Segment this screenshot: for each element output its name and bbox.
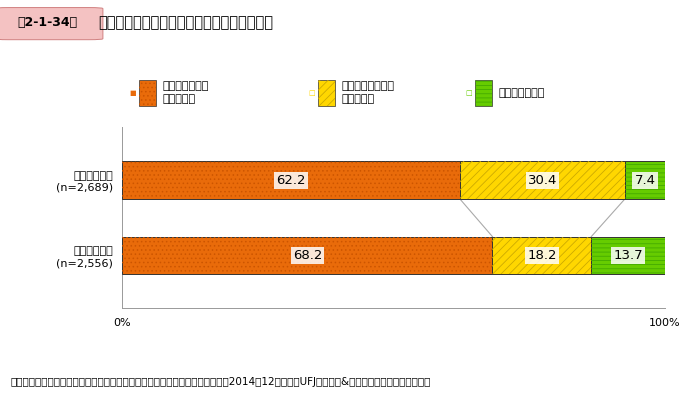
Text: よく分からない: よく分からない (499, 88, 545, 98)
FancyBboxPatch shape (0, 7, 103, 40)
Bar (475, 81, 493, 106)
Text: 68.2: 68.2 (293, 249, 322, 262)
Bar (460, 161, 625, 199)
Bar (493, 237, 592, 275)
Bar (318, 81, 335, 106)
Bar (493, 237, 592, 275)
Text: 開拓する市場別に見た今後の市場調査の意識: 開拓する市場別に見た今後の市場調査の意識 (98, 15, 273, 30)
Text: 7.4: 7.4 (634, 174, 655, 187)
Bar (139, 81, 156, 106)
Bar (122, 161, 460, 199)
Text: 13.7: 13.7 (614, 249, 643, 262)
Text: 18.2: 18.2 (527, 249, 556, 262)
Bar (625, 161, 665, 199)
Bar (475, 81, 493, 106)
Bar (592, 237, 666, 275)
Bar (592, 237, 666, 275)
Text: □: □ (466, 90, 472, 96)
Text: □: □ (309, 90, 315, 96)
Text: 30.4: 30.4 (528, 174, 557, 187)
Bar (460, 161, 625, 199)
Bar (318, 81, 335, 106)
Text: 第2-1-34図: 第2-1-34図 (18, 16, 78, 29)
Text: 62.2: 62.2 (276, 174, 306, 187)
Bar (122, 161, 460, 199)
Bar (122, 237, 493, 275)
Bar (625, 161, 665, 199)
Bar (139, 81, 156, 106)
Bar (122, 237, 493, 275)
Text: ■: ■ (130, 90, 136, 96)
Text: 現状の把握状況で
十分である: 現状の把握状況で 十分である (342, 81, 395, 104)
Text: 詳しく調査する
意思がある: 詳しく調査する 意思がある (162, 81, 209, 104)
Text: 資料：中小企業庁委託「「市場開拓」と「新たな取り組み」に関する調査」（2014年12月、三菱UFJリサーチ&コンサルティング株式会社）: 資料：中小企業庁委託「「市場開拓」と「新たな取り組み」に関する調査」（2014年… (10, 377, 431, 387)
